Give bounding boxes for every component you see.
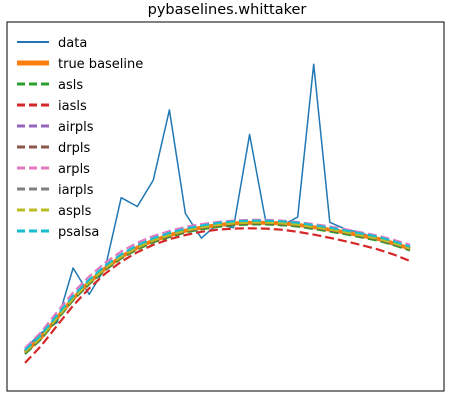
legend: data true baseline asls iasls airpls drpls arp… xyxy=(17,36,143,240)
legend-label-drpls: drpls xyxy=(58,141,90,156)
chart-title: pybaselines.whittaker xyxy=(148,2,307,18)
axes-frame xyxy=(6,21,445,392)
series-line-iasls xyxy=(24,227,411,364)
legend-label-airpls: airpls xyxy=(58,120,94,135)
legend-label-true-baseline: true baseline xyxy=(58,57,143,72)
legend-label-iarpls: iarpls xyxy=(58,183,94,198)
legend-label-aspls: aspls xyxy=(58,204,92,219)
plot-area xyxy=(23,63,411,364)
series-line-aspls xyxy=(24,221,411,354)
legend-label-psalsa: psalsa xyxy=(58,225,99,240)
legend-label-iasls: iasls xyxy=(58,99,87,114)
series-line-psalsa xyxy=(24,219,411,351)
legend-label-asls: asls xyxy=(58,78,83,93)
legend-label-arpls: arpls xyxy=(58,162,90,177)
legend-label-data: data xyxy=(58,36,87,51)
